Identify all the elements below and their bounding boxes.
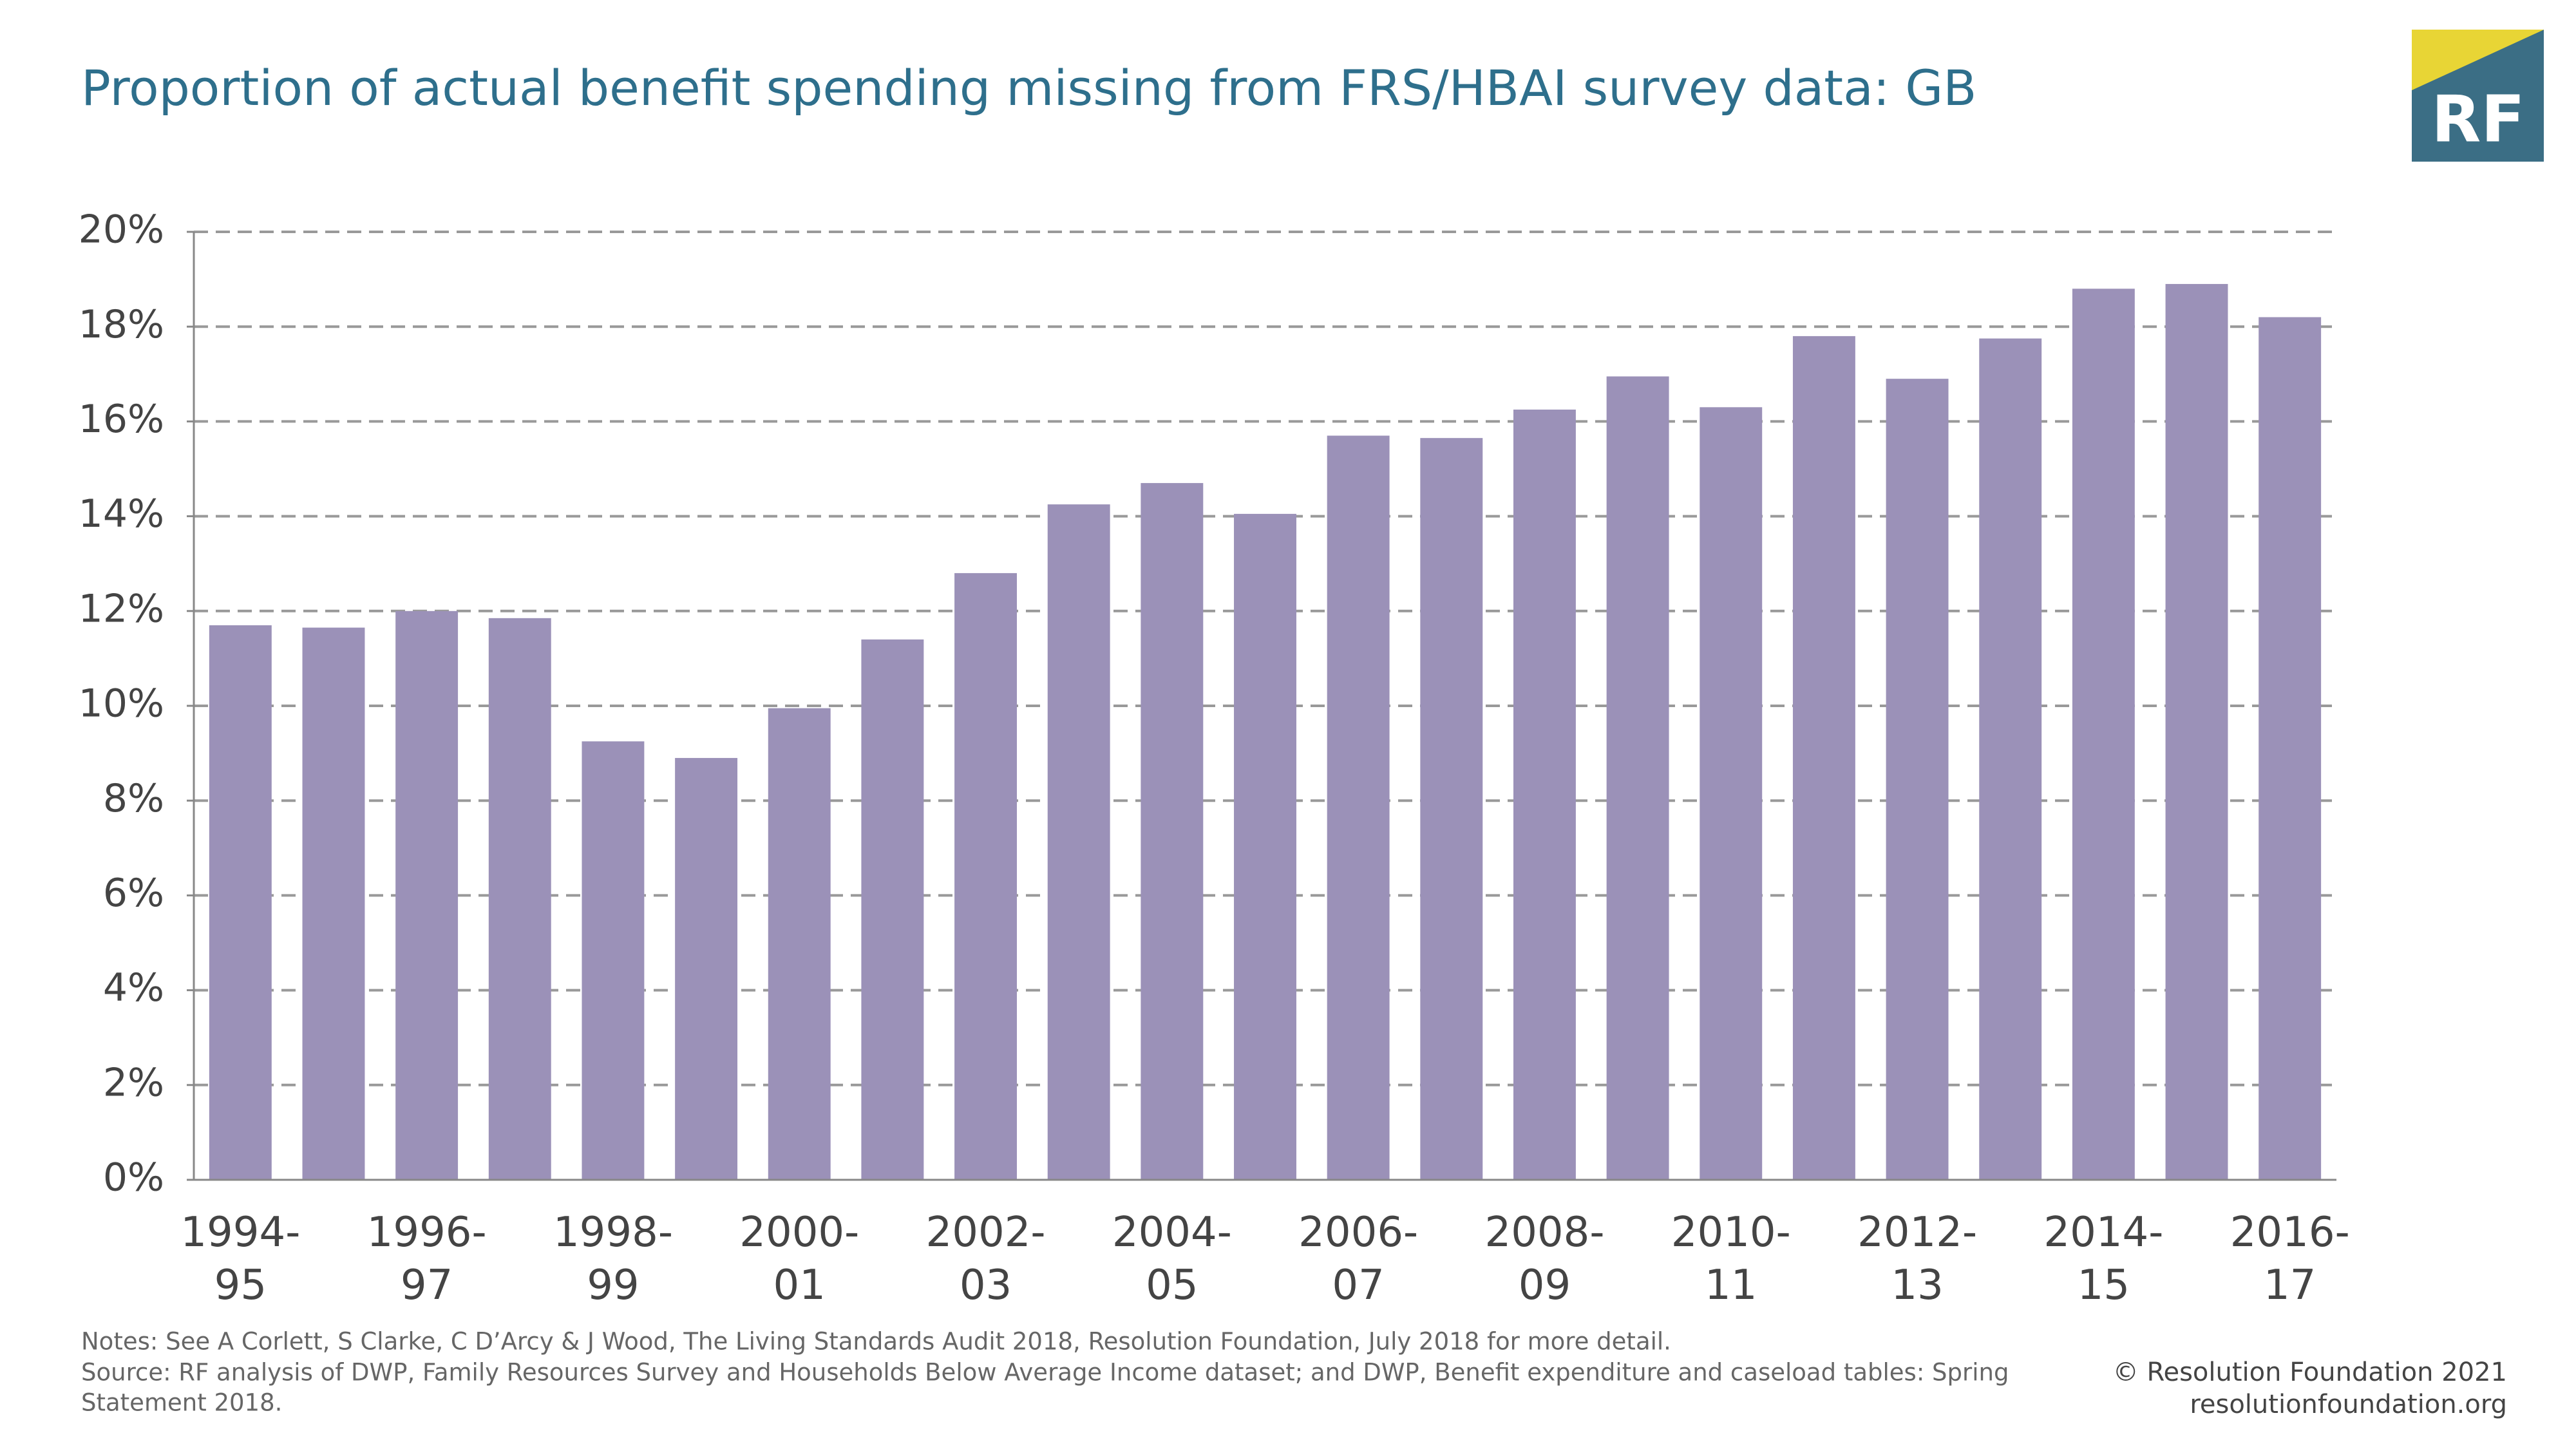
bar bbox=[488, 618, 551, 1180]
x-tick-label: 2006- 07 bbox=[1298, 1209, 1418, 1309]
bar bbox=[302, 627, 365, 1180]
bar bbox=[1606, 376, 1669, 1180]
bar bbox=[209, 625, 272, 1180]
x-tick-line: 11 bbox=[1705, 1262, 1757, 1309]
x-tick-line: 2002- bbox=[926, 1209, 1046, 1256]
bar bbox=[954, 573, 1018, 1180]
website: resolutionfoundation.org bbox=[2190, 1390, 2507, 1419]
x-tick-line: 2016- bbox=[2230, 1209, 2350, 1256]
bar bbox=[582, 741, 645, 1180]
x-tick-line: 2008- bbox=[1484, 1209, 1604, 1256]
x-tick-label: 2012- 13 bbox=[1857, 1209, 1977, 1309]
x-tick-line: 2012- bbox=[1857, 1209, 1977, 1256]
x-tick-line: 2004- bbox=[1112, 1209, 1232, 1256]
source: Source: RF analysis of DWP, Family Resou… bbox=[81, 1359, 2009, 1387]
logo-triangle bbox=[2412, 30, 2544, 90]
y-tick-label: 8% bbox=[103, 776, 164, 821]
x-tick-line: 2014- bbox=[2043, 1209, 2163, 1256]
notes: Notes: See A Corlett, S Clarke, C D’Arcy… bbox=[81, 1328, 1671, 1356]
x-tick-line: 1996- bbox=[367, 1209, 487, 1256]
y-tick-label: 10% bbox=[79, 681, 164, 726]
bar bbox=[2259, 317, 2322, 1180]
logo: RF bbox=[2412, 30, 2544, 162]
y-tick-label: 20% bbox=[79, 207, 164, 252]
bar bbox=[1420, 438, 1483, 1180]
source: Statement 2018. bbox=[81, 1389, 282, 1417]
x-tick-line: 95 bbox=[214, 1262, 267, 1309]
bar bbox=[1234, 513, 1296, 1180]
y-tick-label: 2% bbox=[103, 1060, 164, 1105]
y-tick-label: 16% bbox=[79, 397, 164, 442]
x-tick-line: 01 bbox=[773, 1262, 826, 1309]
y-tick-label: 6% bbox=[103, 871, 164, 916]
bar bbox=[1792, 336, 1855, 1180]
bar bbox=[1513, 410, 1576, 1180]
y-tick-label: 18% bbox=[79, 302, 164, 347]
x-tick-label: 1994- 95 bbox=[180, 1209, 300, 1309]
x-tick-line: 05 bbox=[1146, 1262, 1198, 1309]
bar bbox=[861, 639, 924, 1180]
bar bbox=[1979, 338, 2042, 1180]
x-tick-label: 1998- 99 bbox=[553, 1209, 673, 1309]
x-tick-line: 2006- bbox=[1298, 1209, 1418, 1256]
bar bbox=[2072, 289, 2135, 1180]
y-tick-label: 0% bbox=[103, 1155, 164, 1200]
x-tick-line: 09 bbox=[1519, 1262, 1571, 1309]
x-tick-label: 2010- 11 bbox=[1671, 1209, 1791, 1309]
x-tick-label: 2008- 09 bbox=[1484, 1209, 1604, 1309]
x-tick-label: 2002- 03 bbox=[926, 1209, 1046, 1309]
bar bbox=[1327, 435, 1390, 1180]
bar bbox=[1886, 379, 1949, 1180]
bar bbox=[768, 708, 831, 1180]
bar bbox=[2165, 283, 2228, 1180]
x-tick-line: 15 bbox=[2078, 1262, 2130, 1309]
y-tick-label: 14% bbox=[79, 491, 164, 536]
x-tick-line: 1994- bbox=[180, 1209, 300, 1256]
x-tick-label: 2004- 05 bbox=[1112, 1209, 1232, 1309]
bar bbox=[1141, 483, 1204, 1180]
logo-text: RF bbox=[2431, 81, 2524, 156]
x-tick-line: 1998- bbox=[553, 1209, 673, 1256]
chart-title: Proportion of actual benefit spending mi… bbox=[81, 59, 1976, 117]
y-tick-label: 12% bbox=[79, 586, 164, 631]
x-tick-line: 13 bbox=[1891, 1262, 1943, 1309]
x-tick-label: 1996- 97 bbox=[367, 1209, 487, 1309]
copyright: © Resolution Foundation 2021 bbox=[2113, 1358, 2507, 1387]
y-tick-label: 4% bbox=[103, 965, 164, 1010]
x-tick-line: 07 bbox=[1332, 1262, 1384, 1309]
bar bbox=[1700, 407, 1763, 1180]
x-tick-line: 97 bbox=[401, 1262, 453, 1309]
bar bbox=[1047, 504, 1110, 1180]
x-tick-line: 03 bbox=[960, 1262, 1012, 1309]
bar bbox=[675, 757, 738, 1180]
bar bbox=[395, 611, 459, 1180]
x-tick-label: 2014- 15 bbox=[2043, 1209, 2163, 1309]
x-tick-line: 99 bbox=[587, 1262, 639, 1309]
x-tick-label: 2000- 01 bbox=[739, 1209, 859, 1309]
x-tick-line: 17 bbox=[2264, 1262, 2316, 1309]
x-tick-line: 2000- bbox=[739, 1209, 859, 1256]
x-tick-line: 2010- bbox=[1671, 1209, 1791, 1256]
x-tick-label: 2016- 17 bbox=[2230, 1209, 2350, 1309]
